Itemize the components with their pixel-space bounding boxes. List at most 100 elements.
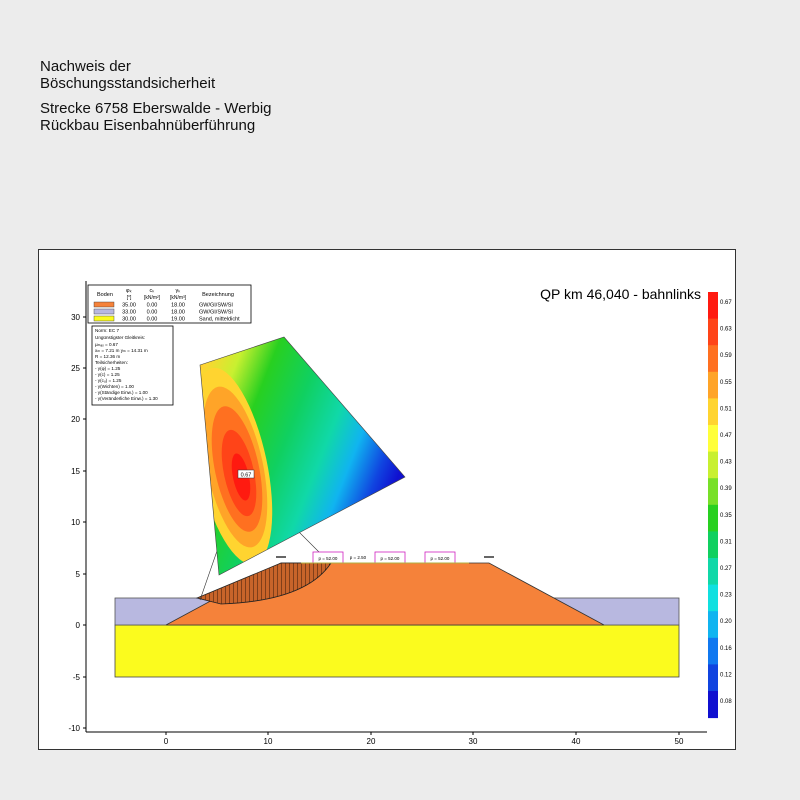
y-tick-label: 30 [71, 313, 80, 322]
scale-label: 0.39 [720, 486, 732, 492]
load-label: p = 2.50 [350, 555, 367, 560]
y-tick-label: 15 [71, 467, 80, 476]
legend-cell: Sand, mitteldicht [199, 317, 240, 323]
load-label: p = 52.00 [319, 556, 338, 561]
sand-layer [114, 624, 680, 678]
load-label: p = 52.00 [381, 556, 400, 561]
legend-cell: 35.00 [122, 303, 136, 309]
y-tick-label: 5 [76, 570, 81, 579]
scale-band [708, 611, 718, 639]
scale-label: 0.55 [720, 380, 732, 386]
y-tick-label: -5 [73, 673, 81, 682]
info-line: - γ(Wichten) = 1.00 [95, 384, 134, 389]
field-outline [199, 336, 406, 576]
drawing-frame: 30 25 20 15 10 5 0 -5 -10 0 10 20 30 40 … [38, 249, 736, 750]
legend-cell: 0.00 [147, 317, 158, 323]
legend-cell: 30.00 [122, 317, 136, 323]
legend-cell: 19.00 [171, 317, 185, 323]
scale-band [708, 504, 718, 532]
center-label: 0.67 [241, 473, 252, 479]
scale-band [708, 584, 718, 612]
legend-header: γₖ [175, 288, 181, 294]
scale-band [708, 664, 718, 692]
x-tick-label: 20 [367, 737, 376, 746]
info-line: - γ(φ) = 1.25 [95, 366, 121, 371]
legend-swatch [93, 315, 115, 322]
legend-cell: 18.00 [171, 303, 185, 309]
scale-band [708, 531, 718, 559]
scale-label: 0.16 [720, 646, 732, 652]
y-axis [83, 281, 87, 732]
scale-label: 0.51 [720, 406, 732, 412]
legend-header: Bezeichnung [202, 292, 234, 298]
info-line: Norm: EC 7 [95, 328, 119, 333]
legend-header: φₖ [126, 288, 133, 294]
scale-label: 0.59 [720, 353, 732, 359]
y-tick-label: 10 [71, 518, 80, 527]
info-line: - γ(Ständige Einw.) = 1.00 [95, 390, 148, 395]
info-line: μₘₐₓ = 0.67 [95, 342, 118, 347]
legend-cell: GW/GI/SW/SI [199, 310, 233, 316]
title-line-2: Böschungsstandsicherheit [40, 75, 216, 92]
scale-label: 0.35 [720, 513, 732, 519]
scale-label: 0.23 [720, 593, 732, 599]
color-scale: 0.67 0.63 0.59 0.55 0.51 0.47 0.43 0.39 0.35 0.31… [708, 292, 732, 719]
scale-band [708, 691, 718, 719]
legend-swatch [93, 308, 115, 315]
info-line: - γ(cᵤ) = 1.25 [95, 378, 122, 383]
scale-band [708, 451, 718, 479]
y-tick-label: 20 [71, 415, 80, 424]
section-label: QP km 46,040 - bahnlinks [540, 286, 701, 302]
utilization-field [200, 337, 405, 575]
scale-label: 0.12 [720, 672, 732, 678]
scale-band [708, 398, 718, 426]
scale-band [708, 558, 718, 586]
scale-label: 0.31 [720, 539, 732, 545]
scale-band [708, 371, 718, 399]
y-tick-label: 0 [76, 621, 81, 630]
load-label: p = 52.00 [431, 556, 450, 561]
scale-label: 0.20 [720, 619, 732, 625]
x-tick-label: 50 [675, 737, 684, 746]
scale-band [708, 478, 718, 506]
info-line: R = 12.36 m [95, 354, 120, 359]
legend-unit: [kN/m²] [144, 295, 161, 301]
legend-header: Boden [97, 292, 113, 298]
title-line-1: Nachweis der [40, 58, 131, 75]
legend-cell: 0.00 [147, 303, 158, 309]
scale-label: 0.27 [720, 566, 732, 572]
scale-label: 0.47 [720, 433, 732, 439]
scale-band [708, 292, 718, 320]
title-line-3: Strecke 6758 Eberswalde - Werbig [40, 100, 272, 117]
scale-band [708, 345, 718, 373]
scale-band [708, 637, 718, 665]
scale-label: 0.08 [720, 699, 732, 705]
legend-unit: [°] [127, 295, 132, 301]
scale-label: 0.67 [720, 300, 732, 306]
info-line: - γ(c) = 1.25 [95, 372, 120, 377]
scale-label: 0.63 [720, 327, 732, 333]
x-tick-label: 0 [164, 737, 169, 746]
legend-swatch [93, 301, 115, 308]
x-tick-label: 40 [572, 737, 581, 746]
title-line-4: Rückbau Eisenbahnüberführung [40, 117, 256, 134]
y-tick-label: 25 [71, 364, 80, 373]
info-line: - γ(Veränderliche Einw.) = 1.30 [95, 396, 158, 401]
info-line: xₘ = 7.21 m yₘ = 14.31 m [95, 348, 148, 353]
legend-cell: 18.00 [171, 310, 185, 316]
legend-header: cₖ [149, 288, 155, 294]
x-tick-label: 30 [469, 737, 478, 746]
legend-cell: GW/GI/SW/SI [199, 303, 233, 309]
soil-legend: Boden φₖ [°] cₖ [kN/m²] γₖ [kN/m³] Bezei… [87, 284, 252, 324]
legend-unit: [kN/m³] [170, 295, 187, 301]
legend-cell: 33.00 [122, 310, 136, 316]
loads: p = 52.00 p = 2.50 p = 52.00 p = 52.00 [276, 551, 494, 564]
info-line: Teilsicherheiten: [95, 360, 128, 365]
title-block: Nachweis der Böschungsstandsicherheit St… [40, 58, 272, 134]
x-axis [86, 731, 707, 735]
scale-band [708, 425, 718, 453]
y-tick-label: -10 [68, 724, 80, 733]
x-tick-label: 10 [264, 737, 273, 746]
center-label-box [237, 469, 255, 479]
scale-band [708, 318, 718, 346]
